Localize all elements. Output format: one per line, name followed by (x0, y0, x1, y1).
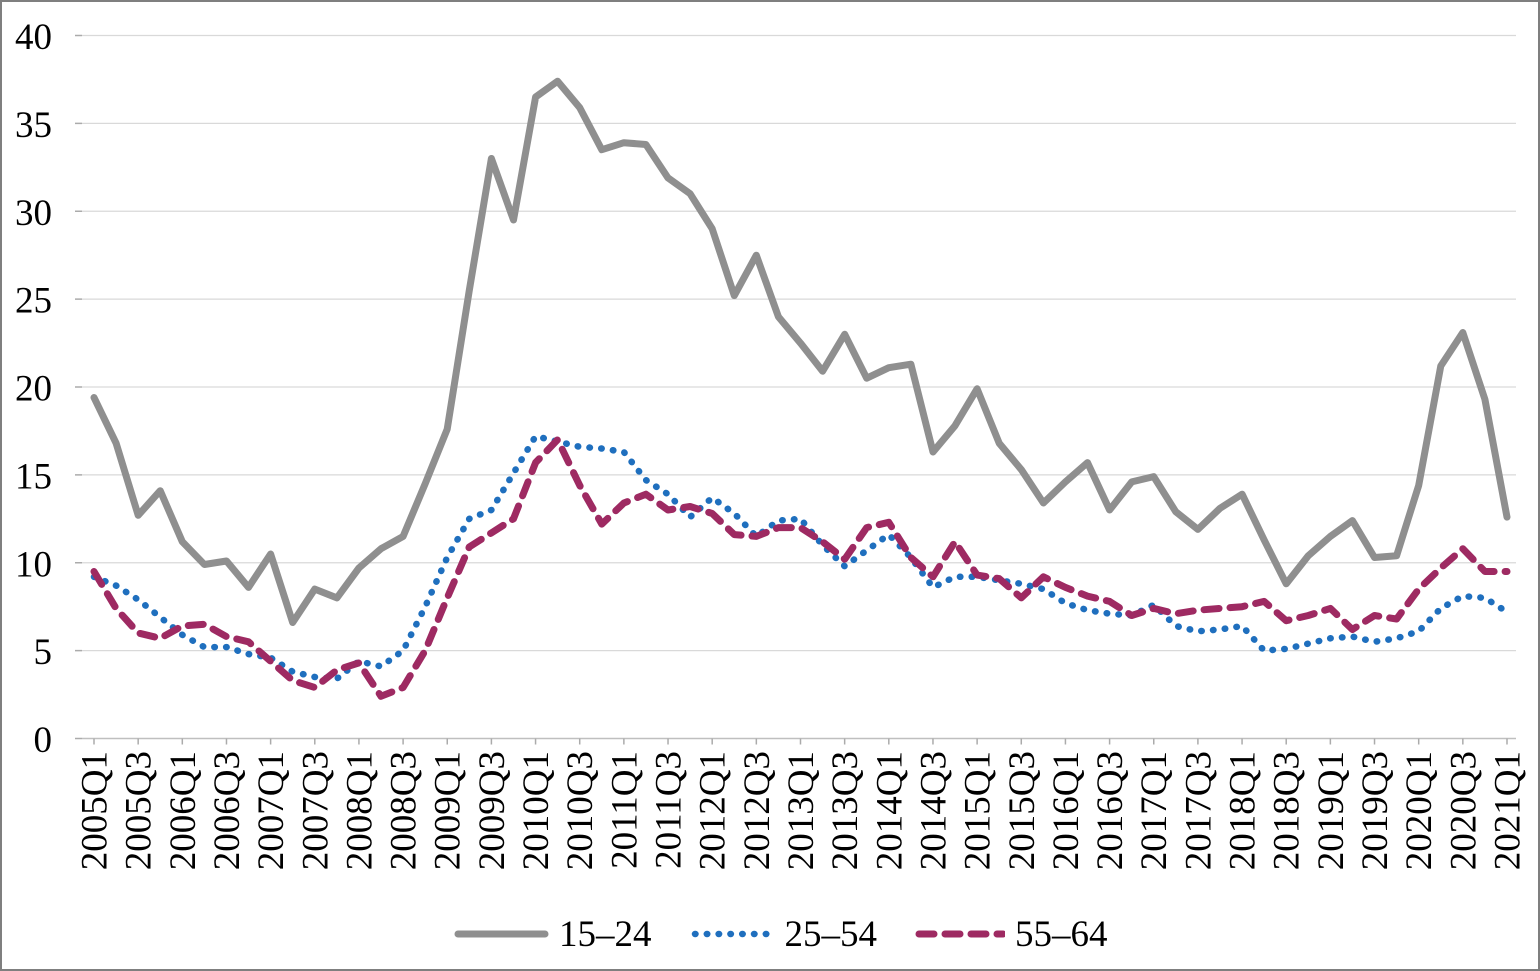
x-axis-label: 2012Q3 (737, 751, 778, 870)
x-axis-label: 2005Q3 (119, 751, 160, 870)
legend-item-55-64: 55–64 (915, 916, 1108, 953)
x-axis-label: 2008Q1 (339, 751, 380, 870)
x-axis-label: 2018Q3 (1267, 751, 1308, 870)
x-axis-label: 2007Q3 (295, 751, 336, 870)
x-axis-label: 2006Q3 (207, 751, 248, 870)
legend-label-25-54: 25–54 (784, 913, 878, 955)
series-line-dashed (90, 436, 1511, 700)
legend-item-25-54: 25–54 (690, 913, 878, 955)
x-axis-label: 2018Q1 (1223, 751, 1264, 870)
x-axis-label: 2021Q1 (1487, 751, 1528, 870)
x-axis-label: 2017Q3 (1178, 751, 1219, 870)
x-axis-label: 2014Q3 (913, 751, 954, 870)
x-axis-label: 2011Q1 (604, 751, 645, 869)
y-axis-label: 10 (15, 544, 52, 585)
y-axis-label: 15 (15, 456, 52, 497)
x-axis-label: 2013Q3 (825, 751, 866, 870)
y-axis-label: 5 (34, 632, 53, 673)
x-axis-label: 2019Q1 (1311, 751, 1352, 870)
series-line-solid (90, 77, 1511, 626)
x-axis-label: 2007Q1 (251, 751, 292, 870)
legend: 15–24 25–54 55–64 (454, 910, 1108, 958)
x-axis-label: 2016Q1 (1046, 751, 1087, 870)
gridlines (75, 34, 1516, 740)
x-axis-labels: 2005Q1 2005Q3 2006Q1 2006Q3 2007Q1 2007Q3 2008… (75, 738, 1528, 870)
x-axis-label: 2006Q1 (163, 751, 204, 870)
x-axis-label: 2020Q1 (1399, 751, 1440, 870)
legend-swatch-dashed-line (915, 930, 1005, 938)
x-axis-label: 2015Q1 (958, 751, 999, 870)
legend-item-15-24: 15–24 (454, 916, 652, 953)
x-axis-label: 2019Q3 (1355, 751, 1396, 870)
x-axis-label: 2015Q3 (1002, 751, 1043, 870)
x-axis-label: 2017Q1 (1134, 751, 1175, 870)
x-axis-label: 2008Q3 (384, 751, 425, 870)
x-axis-label: 2005Q1 (75, 751, 116, 870)
y-axis-label: 30 (15, 193, 52, 234)
x-axis-label: 2013Q1 (781, 751, 822, 870)
y-axis-labels: 0 5 10 15 20 25 30 35 40 (15, 17, 52, 761)
x-axis-label: 2009Q3 (472, 751, 513, 870)
x-axis-label: 2020Q3 (1443, 751, 1484, 870)
legend-swatch-solid-line (454, 930, 549, 938)
x-axis-label: 2014Q1 (869, 751, 910, 870)
y-axis-label: 0 (34, 720, 53, 761)
y-axis-label: 25 (15, 281, 52, 322)
series-line-dotted (90, 432, 1511, 682)
x-axis-label: 2010Q3 (560, 751, 601, 870)
legend-label-55-64: 55–64 (1015, 913, 1108, 955)
legend-label-15-24: 15–24 (559, 913, 652, 955)
x-axis-label: 2010Q1 (516, 751, 557, 870)
y-axis-label: 20 (15, 369, 52, 410)
x-axis-label: 2011Q3 (649, 751, 690, 869)
x-axis-label: 2009Q1 (428, 751, 469, 870)
y-axis-label: 40 (15, 17, 52, 58)
x-axis-label: 2012Q1 (693, 751, 734, 870)
y-axis-label: 35 (15, 105, 52, 146)
legend-swatch-dotted-line (691, 930, 775, 938)
x-axis-label: 2016Q3 (1090, 751, 1131, 870)
